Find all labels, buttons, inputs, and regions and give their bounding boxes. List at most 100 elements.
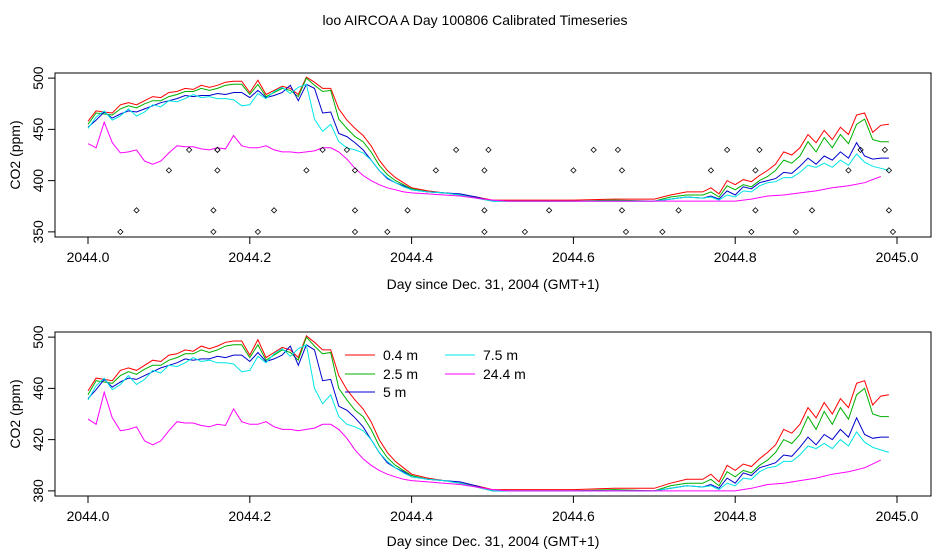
x-tick-label: 2044.2 xyxy=(228,249,271,265)
x-tick-label: 2045.0 xyxy=(876,249,919,265)
scatter-point xyxy=(881,146,889,154)
series-line-s25 xyxy=(87,336,889,492)
scatter-point xyxy=(485,146,492,154)
scatter-point xyxy=(214,146,221,154)
series-line-s244 xyxy=(87,390,882,492)
series-group-bottom xyxy=(87,334,890,492)
scatter-point xyxy=(622,228,630,236)
scatter-point xyxy=(481,167,488,174)
y-axis-label-bottom: CO2 (ppm) xyxy=(7,379,23,448)
x-ticks-top: 2044.0 2044.2 2044.4 2044.6 2044.8 2045.0 xyxy=(67,237,919,265)
scatter-point xyxy=(214,167,221,174)
scatter-point xyxy=(889,228,897,236)
scatter-point xyxy=(481,228,488,236)
x-tick-label: 2044.2 xyxy=(228,508,271,524)
y-tick-label: 350 xyxy=(30,220,46,244)
scatter-point xyxy=(481,207,488,214)
scatter-point xyxy=(432,167,440,174)
scatter-group-top xyxy=(117,146,897,236)
scatter-point xyxy=(570,167,577,174)
y-tick-label: 420 xyxy=(30,428,46,452)
series-line-s75 xyxy=(87,83,890,202)
y-ticks-top: 350 400 450 500 xyxy=(30,66,55,244)
scatter-point xyxy=(303,167,310,174)
series-line-s75 xyxy=(87,344,890,492)
scatter-point xyxy=(614,146,622,154)
y-ticks-bottom: 380 420 460 500 xyxy=(30,325,55,503)
scatter-point xyxy=(210,228,217,236)
x-tick-label: 2044.6 xyxy=(552,249,595,265)
legend-label-0.4m: 0.4 m xyxy=(383,347,418,363)
scatter-point xyxy=(384,228,391,236)
x-tick-label: 2044.0 xyxy=(67,249,110,265)
x-tick-label: 2044.8 xyxy=(714,508,757,524)
x-tick-label: 2044.0 xyxy=(67,508,110,524)
scatter-point xyxy=(343,146,351,154)
y-tick-label: 380 xyxy=(30,479,46,503)
chart-title: loo AIRCOA A Day 100806 Calibrated Times… xyxy=(322,12,627,28)
legend-label-5m: 5 m xyxy=(383,384,406,400)
scatter-point xyxy=(254,228,262,236)
y-tick-label: 400 xyxy=(30,169,46,193)
scatter-point xyxy=(752,167,759,174)
x-tick-label: 2044.6 xyxy=(552,508,595,524)
scatter-point xyxy=(752,207,759,214)
scatter-point xyxy=(452,146,460,154)
scatter-point xyxy=(351,228,359,236)
scatter-point xyxy=(185,146,193,154)
x-tick-label: 2044.4 xyxy=(390,249,433,265)
scatter-point xyxy=(351,167,359,174)
series-line-s04 xyxy=(87,76,889,201)
scatter-point xyxy=(351,207,359,214)
x-tick-label: 2044.4 xyxy=(390,508,433,524)
scatter-point xyxy=(590,146,597,154)
scatter-point xyxy=(885,167,893,174)
scatter-point xyxy=(675,207,682,214)
y-tick-label: 500 xyxy=(30,66,46,90)
scatter-point xyxy=(404,207,411,214)
legend-label-2.5m: 2.5 m xyxy=(383,366,418,382)
scatter-point xyxy=(117,228,124,236)
scatter-point xyxy=(792,228,800,236)
x-axis-label-bottom: Day since Dec. 31, 2004 (GMT+1) xyxy=(387,533,600,549)
scatter-point xyxy=(659,228,666,236)
scatter-point xyxy=(133,207,140,214)
plot-frame-bottom xyxy=(54,331,932,497)
scatter-point xyxy=(756,146,763,154)
x-tick-label: 2044.8 xyxy=(714,249,757,265)
scatter-point xyxy=(808,207,816,214)
scatter-point xyxy=(210,207,217,214)
scatter-point xyxy=(707,167,715,174)
panel-bottom: CO2 (ppm) Day since Dec. 31, 2004 (GMT+1… xyxy=(7,325,932,549)
scatter-point xyxy=(545,207,553,214)
y-tick-label: 500 xyxy=(30,325,46,349)
scatter-point xyxy=(723,146,731,154)
series-line-s04 xyxy=(87,334,889,491)
scatter-point xyxy=(845,167,852,174)
series-line-s5 xyxy=(87,83,889,202)
scatter-point xyxy=(885,207,893,214)
scatter-point xyxy=(319,146,326,154)
y-tick-label: 460 xyxy=(30,376,46,400)
legend-label-24.4m: 24.4 m xyxy=(483,366,526,382)
scatter-point xyxy=(270,207,278,214)
panel-top: CO2 (ppm) Day since Dec. 31, 2004 (GMT+1… xyxy=(7,66,932,292)
scatter-point xyxy=(748,228,755,236)
series-line-s244 xyxy=(87,120,881,202)
scatter-point xyxy=(521,228,529,236)
series-group-top xyxy=(87,76,890,202)
y-tick-label: 450 xyxy=(30,117,46,141)
scatter-point xyxy=(165,167,173,174)
x-ticks-bottom: 2044.0 2044.2 2044.4 2044.6 2044.8 2045.0 xyxy=(67,496,919,524)
x-axis-label-top: Day since Dec. 31, 2004 (GMT+1) xyxy=(387,276,600,292)
scatter-point xyxy=(857,146,864,154)
scatter-point xyxy=(618,167,626,174)
scatter-point xyxy=(618,207,626,214)
legend-label-7.5m: 7.5 m xyxy=(483,347,518,363)
legend: 0.4 m 2.5 m 5 m 7.5 m 24.4 m xyxy=(345,347,526,400)
series-line-s25 xyxy=(87,77,889,202)
y-axis-label-top: CO2 (ppm) xyxy=(7,120,23,189)
plot-frame-top xyxy=(54,72,932,238)
